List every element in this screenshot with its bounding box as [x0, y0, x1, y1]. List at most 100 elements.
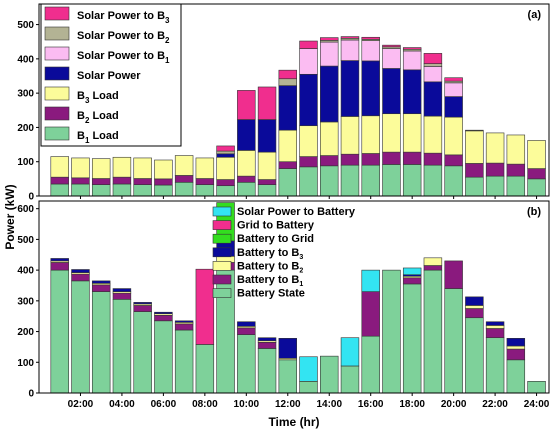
panel-a-legend: Solar Power to B3 Solar Power to B2 Solar … — [40, 3, 182, 147]
bar-segment — [402, 267, 422, 276]
bar-segment — [237, 119, 256, 151]
bar-segment — [340, 116, 360, 155]
bar-segment — [216, 185, 235, 197]
legend-label: Grid to Battery — [237, 220, 315, 232]
x-tick-label: 08:00 — [192, 399, 218, 410]
bar-segment — [506, 175, 526, 197]
bar-segment — [423, 152, 443, 166]
bar-segment — [320, 121, 339, 156]
y-axis-title: Power (kW) — [3, 184, 17, 249]
bar-segment — [465, 129, 484, 132]
bar-segment — [237, 334, 256, 394]
bar-segment — [402, 50, 422, 71]
bar-segment — [382, 151, 401, 165]
legend-item: Grid to Battery — [212, 220, 315, 232]
x-tick-label: 14:00 — [316, 399, 342, 410]
legend-swatch — [44, 66, 70, 81]
y-tick-label: 100 — [17, 358, 34, 369]
bar-segment — [506, 348, 526, 361]
bar-segment — [320, 355, 339, 394]
bar-segment — [402, 151, 422, 165]
bar-segment — [361, 335, 380, 394]
bar-segment — [133, 302, 152, 305]
bar-segment — [444, 77, 463, 82]
bar-segment — [237, 321, 256, 327]
legend-label: Solar Power to B2 — [77, 30, 170, 45]
bar-segment — [50, 183, 69, 197]
series-b2-load — [50, 151, 546, 187]
bar-segment — [382, 269, 401, 394]
bar-segment — [174, 320, 194, 323]
bar-segment — [91, 280, 111, 284]
bar-segment — [382, 48, 401, 69]
bar-segment — [402, 164, 422, 197]
bar-segment — [361, 115, 380, 154]
bar-segment — [50, 258, 69, 262]
bar-segment — [257, 342, 277, 349]
bar-segment — [320, 37, 339, 41]
y-tick-label: 400 — [17, 54, 34, 65]
bar-segment — [382, 113, 401, 153]
bar-segment — [320, 155, 339, 167]
bar-segment — [402, 277, 422, 285]
bar-segment — [237, 90, 256, 120]
y-tick-label: 500 — [17, 20, 34, 31]
bar-segment — [444, 260, 463, 289]
bar-segment — [154, 311, 173, 315]
bar-segment — [527, 168, 546, 180]
bar-segment — [423, 257, 443, 266]
bar-segment — [71, 183, 90, 197]
bar-segment — [506, 345, 526, 350]
bar-segment — [216, 145, 235, 152]
bar-segment — [361, 291, 380, 337]
bar-segment — [465, 305, 484, 309]
legend-item: Solar Power to Battery — [212, 206, 356, 218]
bar-segment — [402, 283, 422, 394]
legend-label: B1 Load — [77, 130, 119, 145]
legend-label: B3 Load — [77, 90, 119, 105]
y-tick-label: 300 — [17, 296, 34, 307]
bar-segment — [257, 119, 277, 153]
bar-segment — [174, 175, 194, 183]
bar-segment — [485, 337, 505, 394]
bar-segment — [91, 184, 111, 197]
panel-a-bars — [50, 36, 546, 197]
bar-segment — [112, 176, 132, 185]
bar-segment — [402, 69, 422, 115]
bar-segment — [174, 181, 194, 197]
panel-a-frame — [38, 3, 550, 197]
bar-segment — [278, 69, 297, 80]
bar-segment — [465, 317, 484, 394]
bar-segment — [485, 162, 505, 177]
bar-segment — [112, 183, 132, 197]
legend-swatch — [44, 86, 70, 101]
bar-segment — [50, 269, 69, 394]
bar-segment — [423, 81, 443, 117]
legend-label: Solar Power to B3 — [77, 10, 170, 25]
bar-segment — [340, 337, 360, 367]
legend-swatch — [212, 206, 232, 217]
bar-segment — [154, 159, 173, 180]
legend-item: B1 Load — [44, 126, 119, 145]
legend-label: Solar Power to B1 — [77, 50, 170, 65]
bar-segment — [154, 178, 173, 186]
bar-segment — [361, 164, 380, 197]
bar-segment — [340, 60, 360, 117]
y-tick-label: 500 — [17, 235, 34, 246]
bar-segment — [237, 150, 256, 177]
series-solar-power-to-b3 — [216, 36, 463, 152]
bar-segment — [465, 130, 484, 164]
legend-label: Battery to Grid — [237, 233, 314, 245]
bar-segment — [423, 63, 443, 67]
legend-swatch — [212, 233, 232, 244]
bar-segment — [299, 356, 318, 382]
bar-segment — [361, 153, 380, 166]
bar-segment — [506, 359, 526, 394]
bar-segment — [423, 115, 443, 154]
x-tick-label: 02:00 — [68, 399, 94, 410]
series-b3-load — [50, 113, 546, 180]
panel-b-frame — [38, 200, 550, 394]
y-tick-label: 0 — [28, 389, 34, 400]
bar-segment — [112, 299, 132, 394]
